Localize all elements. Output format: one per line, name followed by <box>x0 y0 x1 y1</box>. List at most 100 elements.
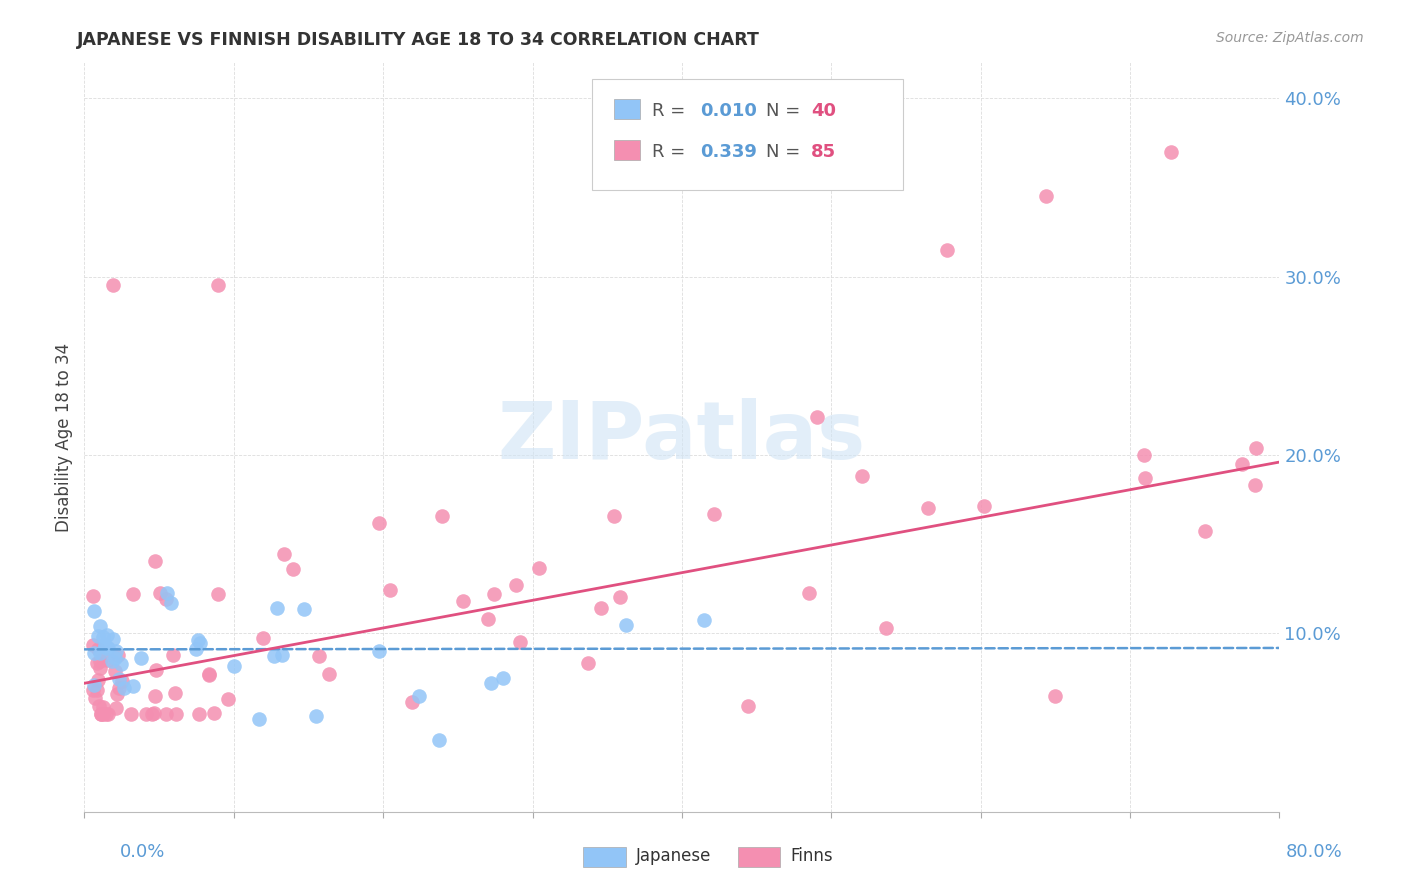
Point <box>367 516 389 530</box>
Text: R =: R = <box>652 144 690 161</box>
Point <box>1194 524 1216 539</box>
Text: 85: 85 <box>811 144 837 161</box>
Point <box>224 659 246 673</box>
Point <box>122 587 145 601</box>
Point <box>408 689 430 703</box>
Point <box>141 706 163 721</box>
Point <box>198 667 221 681</box>
Point <box>477 612 499 626</box>
Point <box>91 699 114 714</box>
Point <box>797 586 820 600</box>
Point <box>875 621 897 635</box>
Point <box>188 636 211 650</box>
Point <box>94 640 117 654</box>
Point <box>187 633 209 648</box>
Point <box>96 653 118 667</box>
Point <box>89 661 111 675</box>
Point <box>89 646 111 660</box>
Point <box>108 681 131 695</box>
Point <box>104 700 127 714</box>
Point <box>1232 458 1254 472</box>
Point <box>103 632 125 646</box>
Point <box>217 691 239 706</box>
Point <box>94 638 117 652</box>
Point <box>1035 189 1057 203</box>
Point <box>737 698 759 713</box>
Point <box>401 695 423 709</box>
Point <box>89 698 111 713</box>
Point <box>1244 441 1267 455</box>
Point <box>149 586 172 600</box>
Point <box>703 507 725 521</box>
Point <box>692 613 714 627</box>
Point <box>87 641 110 656</box>
FancyBboxPatch shape <box>614 99 640 119</box>
Point <box>479 676 502 690</box>
Point <box>84 690 107 705</box>
Point <box>207 586 229 600</box>
Point <box>91 706 114 721</box>
Point <box>589 601 612 615</box>
Point <box>105 687 128 701</box>
Text: Finns: Finns <box>790 847 832 865</box>
Text: 40: 40 <box>811 103 837 120</box>
Point <box>82 589 104 603</box>
Point <box>973 500 995 514</box>
FancyBboxPatch shape <box>614 140 640 160</box>
Point <box>186 641 208 656</box>
Point <box>1133 448 1156 462</box>
Point <box>427 733 450 747</box>
Point <box>145 663 167 677</box>
Text: N =: N = <box>766 144 806 161</box>
Point <box>271 648 294 663</box>
Text: Source: ZipAtlas.com: Source: ZipAtlas.com <box>1216 31 1364 45</box>
Text: R =: R = <box>652 103 690 120</box>
Point <box>380 583 402 598</box>
Point <box>188 706 211 721</box>
Point <box>142 706 165 720</box>
Point <box>83 678 105 692</box>
Point <box>198 666 221 681</box>
Point <box>614 618 637 632</box>
Point <box>305 708 328 723</box>
Point <box>207 278 229 293</box>
Point <box>104 644 127 658</box>
Point <box>482 587 505 601</box>
Point <box>505 578 527 592</box>
Text: JAPANESE VS FINNISH DISABILITY AGE 18 TO 34 CORRELATION CHART: JAPANESE VS FINNISH DISABILITY AGE 18 TO… <box>77 31 761 49</box>
FancyBboxPatch shape <box>592 78 903 190</box>
Point <box>806 409 828 424</box>
Point <box>1160 145 1182 159</box>
Point <box>602 509 624 524</box>
Point <box>143 690 166 704</box>
Point <box>103 278 125 293</box>
Point <box>318 666 340 681</box>
Point <box>111 674 134 689</box>
Point <box>89 619 111 633</box>
Point <box>266 600 288 615</box>
Point <box>94 706 117 721</box>
Point <box>252 632 274 646</box>
Point <box>86 682 108 697</box>
Point <box>110 657 132 672</box>
Point <box>202 706 225 720</box>
Text: 0.010: 0.010 <box>700 103 756 120</box>
Point <box>112 681 135 696</box>
Point <box>273 547 295 561</box>
Point <box>82 638 104 652</box>
Point <box>97 640 120 655</box>
Point <box>368 644 391 658</box>
Text: 0.0%: 0.0% <box>120 843 165 861</box>
Text: 80.0%: 80.0% <box>1286 843 1343 861</box>
Point <box>87 673 110 687</box>
Point <box>308 649 330 664</box>
Point <box>90 706 112 721</box>
Point <box>103 664 125 678</box>
Point <box>91 630 114 644</box>
Point <box>263 648 285 663</box>
Point <box>107 648 129 662</box>
Point <box>101 654 124 668</box>
Point <box>135 706 157 721</box>
Point <box>90 706 112 721</box>
Point <box>936 243 959 257</box>
